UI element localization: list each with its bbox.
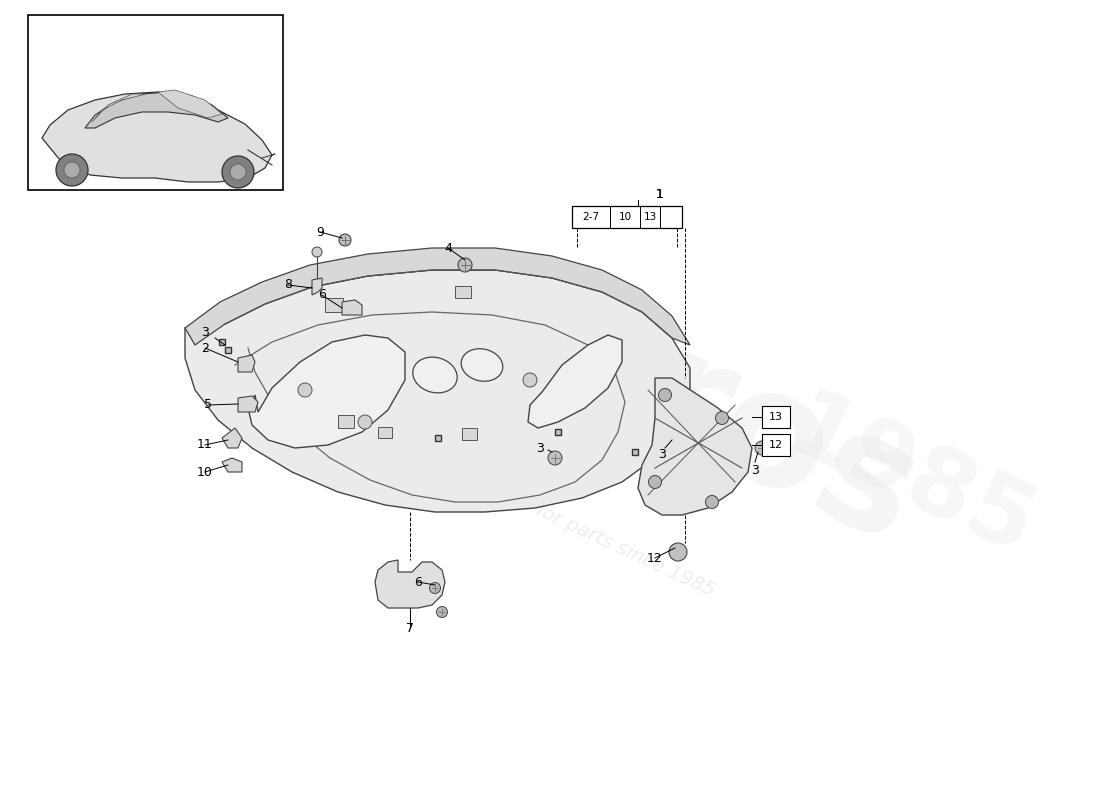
Circle shape — [64, 162, 80, 178]
Text: 8: 8 — [284, 278, 292, 291]
Text: a passion for parts since 1985: a passion for parts since 1985 — [442, 459, 717, 601]
Text: 10: 10 — [197, 466, 213, 478]
Text: 3: 3 — [751, 463, 759, 477]
Text: 13: 13 — [644, 212, 657, 222]
Text: 2-7: 2-7 — [583, 212, 600, 222]
Text: 3: 3 — [201, 326, 209, 338]
Circle shape — [548, 451, 562, 465]
Circle shape — [755, 441, 769, 455]
Text: 12: 12 — [769, 440, 783, 450]
Circle shape — [56, 154, 88, 186]
Bar — [572, 206, 682, 228]
Circle shape — [522, 373, 537, 387]
Polygon shape — [312, 278, 322, 295]
Text: 5: 5 — [204, 398, 212, 411]
Polygon shape — [158, 90, 222, 118]
Bar — [762, 434, 790, 456]
Text: 1: 1 — [656, 189, 664, 202]
Bar — [324, 298, 343, 312]
Circle shape — [312, 247, 322, 257]
Text: 3: 3 — [536, 442, 543, 454]
Polygon shape — [638, 378, 752, 515]
Text: 1985: 1985 — [771, 382, 1048, 578]
Text: 12: 12 — [647, 551, 663, 565]
Polygon shape — [222, 458, 242, 472]
Text: 10: 10 — [618, 212, 631, 222]
Polygon shape — [238, 396, 258, 412]
Polygon shape — [248, 335, 405, 448]
Circle shape — [659, 389, 671, 402]
Ellipse shape — [412, 357, 458, 393]
Circle shape — [222, 156, 254, 188]
Polygon shape — [222, 428, 242, 448]
Bar — [378, 427, 392, 438]
Bar — [762, 406, 790, 428]
Text: 1: 1 — [656, 189, 664, 202]
Text: 6: 6 — [414, 575, 422, 589]
Bar — [338, 415, 354, 428]
Polygon shape — [342, 300, 362, 315]
Circle shape — [705, 495, 718, 509]
Text: 9: 9 — [316, 226, 323, 238]
Text: 13: 13 — [769, 412, 783, 422]
Bar — [462, 428, 477, 440]
Circle shape — [429, 582, 440, 594]
Circle shape — [669, 543, 688, 561]
Text: 11: 11 — [197, 438, 213, 451]
Circle shape — [358, 415, 372, 429]
Circle shape — [339, 234, 351, 246]
Polygon shape — [238, 355, 255, 372]
Circle shape — [458, 258, 472, 272]
Circle shape — [649, 475, 661, 489]
Circle shape — [437, 606, 448, 618]
Text: 7: 7 — [406, 622, 414, 634]
Text: 4: 4 — [444, 242, 452, 254]
Text: euros: euros — [418, 223, 942, 577]
Polygon shape — [185, 248, 690, 345]
Polygon shape — [92, 94, 146, 122]
Polygon shape — [375, 560, 446, 608]
Bar — [28, 15, 283, 190]
Circle shape — [298, 383, 312, 397]
Bar — [455, 286, 471, 298]
Polygon shape — [528, 335, 622, 428]
Ellipse shape — [461, 349, 503, 382]
Text: 3: 3 — [658, 449, 666, 462]
Polygon shape — [85, 92, 228, 128]
Circle shape — [230, 164, 246, 180]
Polygon shape — [185, 270, 690, 512]
Circle shape — [715, 411, 728, 425]
Polygon shape — [42, 92, 272, 182]
Text: 2: 2 — [201, 342, 209, 354]
Text: 6: 6 — [318, 289, 326, 302]
